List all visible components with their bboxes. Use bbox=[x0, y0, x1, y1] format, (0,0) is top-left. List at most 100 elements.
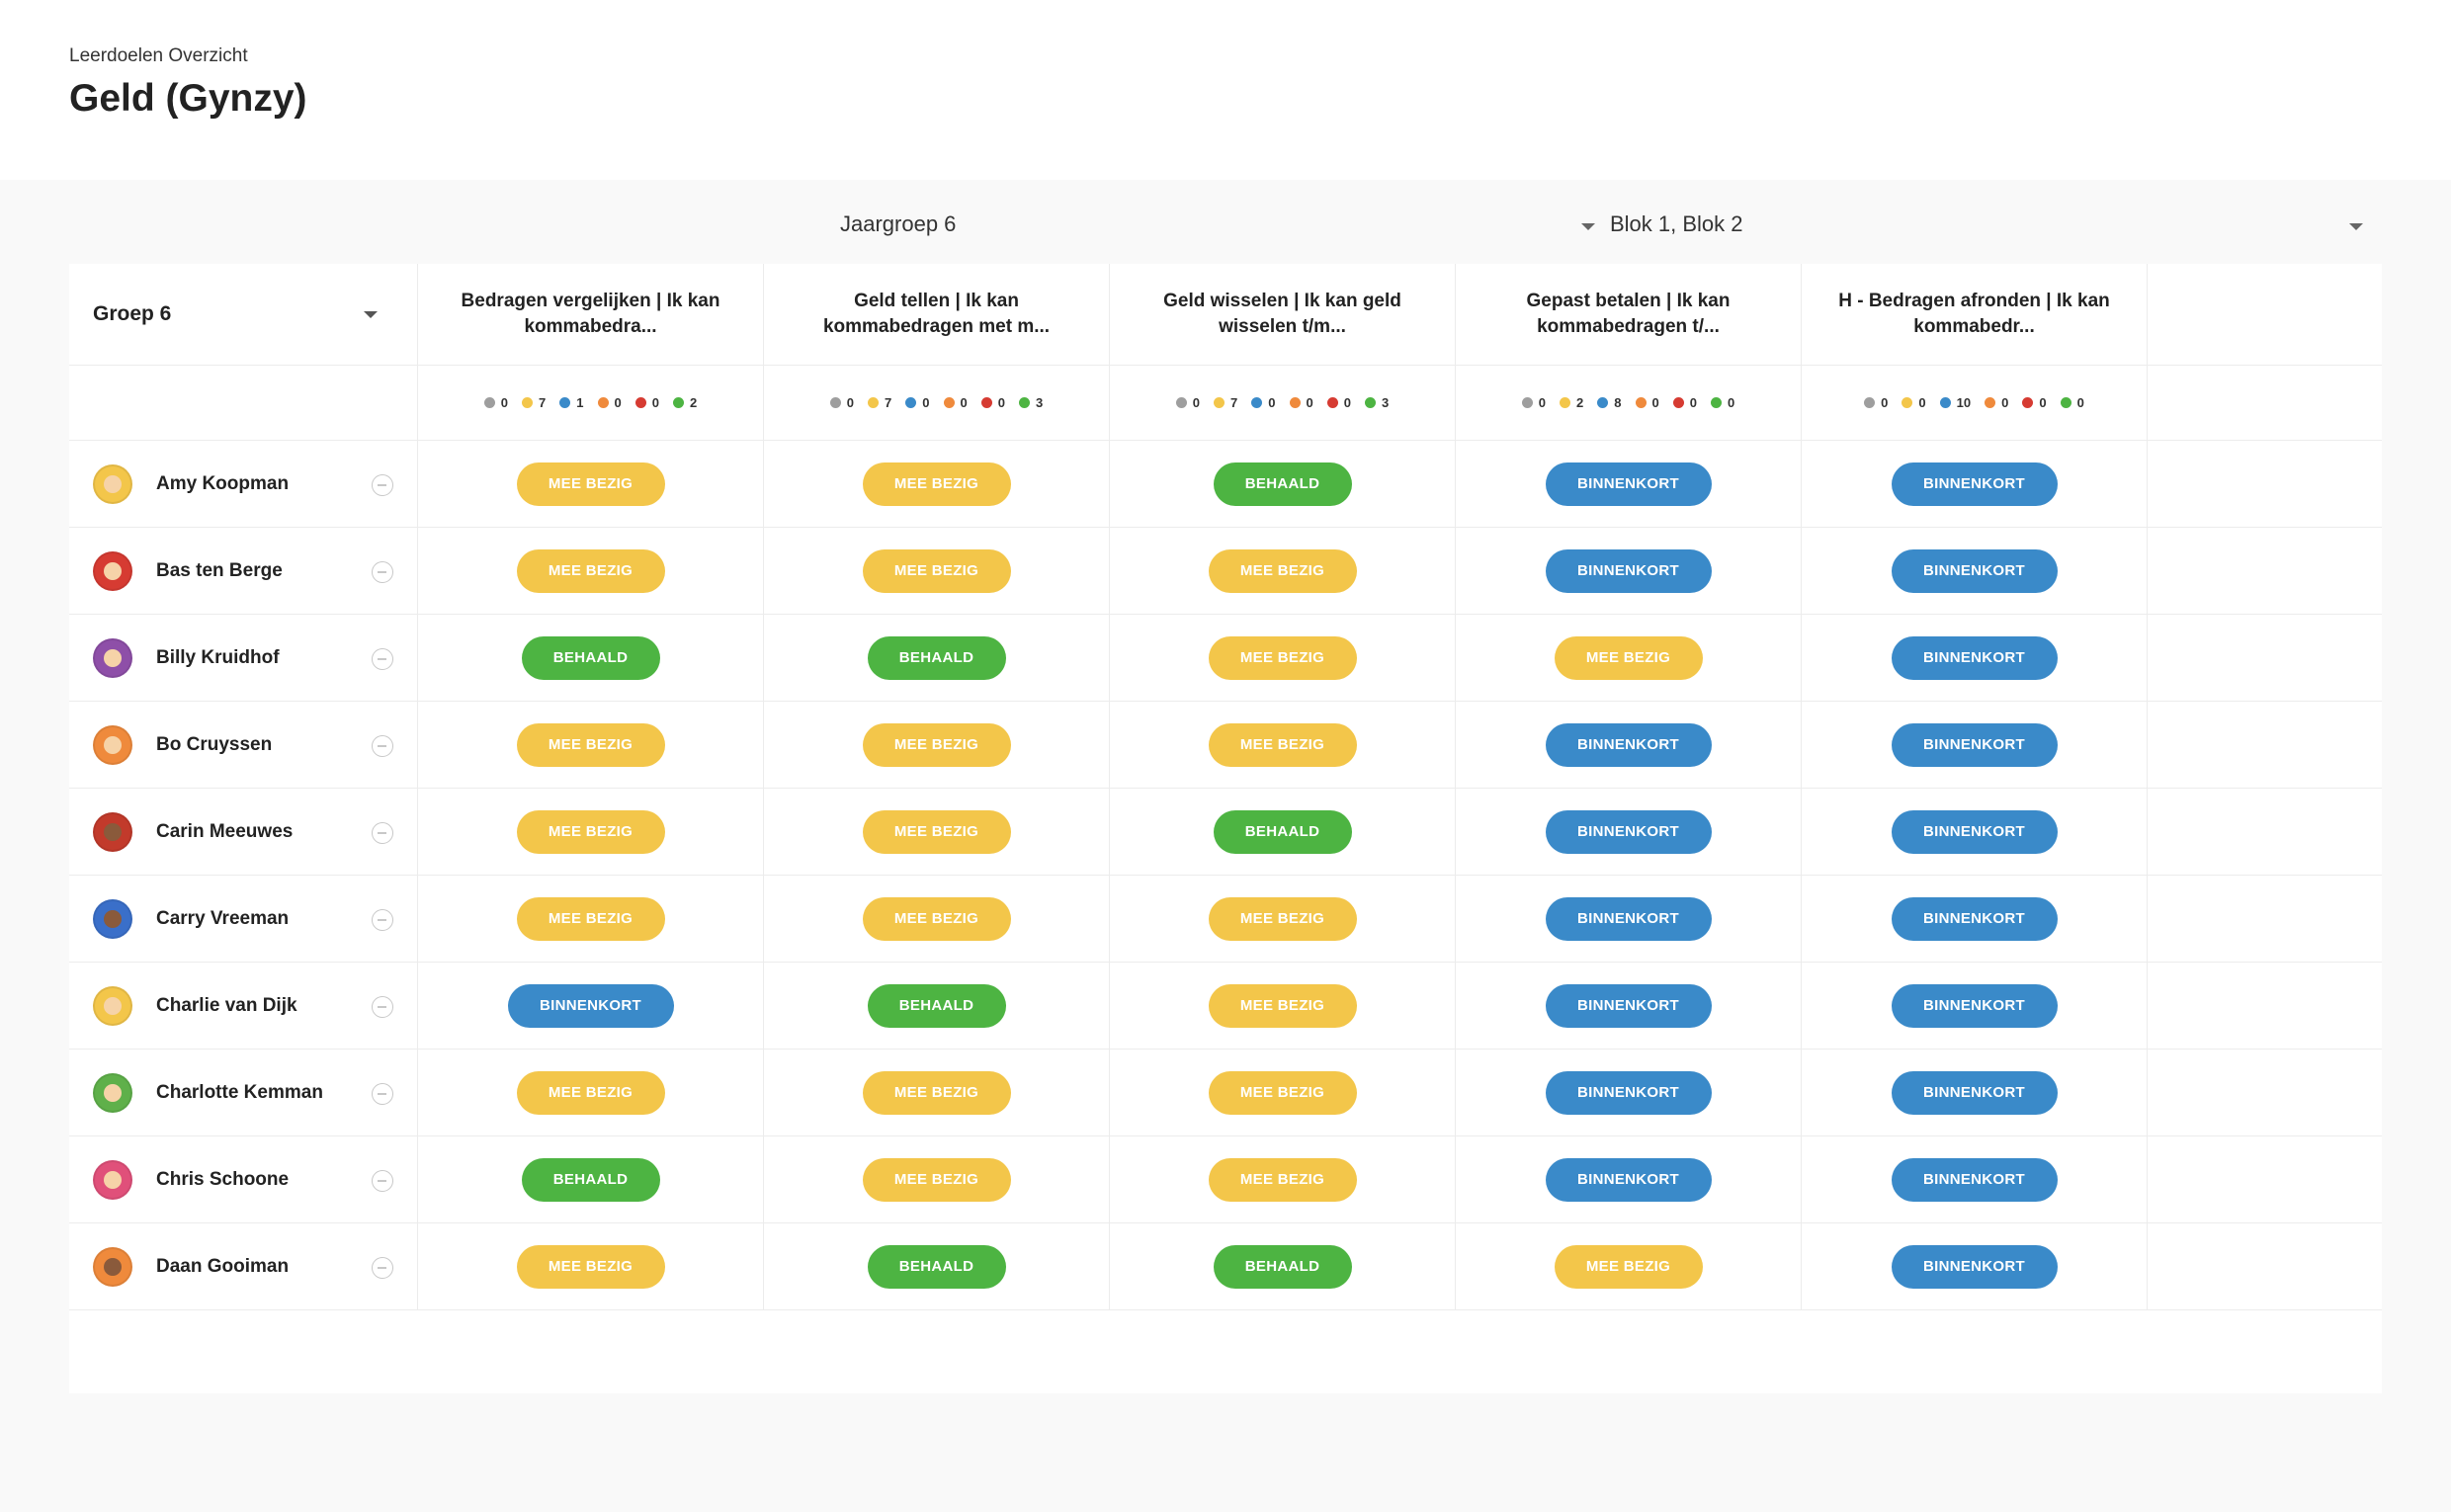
status-badge[interactable]: BEHAALD bbox=[1213, 809, 1352, 854]
status-badge[interactable]: BINNENKORT bbox=[1545, 462, 1712, 506]
page-header: Leerdoelen Overzicht Geld (Gynzy) bbox=[0, 0, 2451, 180]
column-header[interactable]: Gepast betalen | Ik kan kommabedragen t/… bbox=[1456, 264, 1802, 366]
status-badge[interactable]: BINNENKORT bbox=[1891, 722, 2058, 767]
student-name[interactable]: Bo Cruyssen bbox=[156, 733, 273, 755]
status-count: 0 bbox=[483, 395, 508, 410]
status-badge[interactable]: BINNENKORT bbox=[1545, 1070, 1712, 1115]
student-name[interactable]: Charlotte Kemman bbox=[156, 1081, 323, 1103]
group-dropdown[interactable]: Groep 6 bbox=[69, 264, 418, 366]
status-badge[interactable]: BEHAALD bbox=[867, 1244, 1006, 1289]
status-badge[interactable]: MEE BEZIG bbox=[862, 548, 1011, 593]
status-badge[interactable]: BINNENKORT bbox=[1545, 983, 1712, 1028]
status-badge[interactable]: MEE BEZIG bbox=[1208, 983, 1357, 1028]
remove-student-icon[interactable] bbox=[372, 909, 393, 931]
status-badge[interactable]: BEHAALD bbox=[521, 635, 660, 680]
status-badge[interactable]: BINNENKORT bbox=[1545, 896, 1712, 941]
status-badge[interactable]: BINNENKORT bbox=[1545, 722, 1712, 767]
remove-student-icon[interactable] bbox=[372, 474, 393, 496]
student-name[interactable]: Daan Gooiman bbox=[156, 1255, 290, 1277]
student-name[interactable]: Chris Schoone bbox=[156, 1168, 290, 1190]
status-count: 0 bbox=[2022, 395, 2047, 410]
status-badge[interactable]: BINNENKORT bbox=[1891, 462, 2058, 506]
status-badge[interactable]: MEE BEZIG bbox=[1554, 635, 1703, 680]
remove-student-icon[interactable] bbox=[372, 1083, 393, 1105]
status-badge[interactable]: BINNENKORT bbox=[1891, 896, 2058, 941]
status-badge[interactable]: MEE BEZIG bbox=[862, 809, 1011, 854]
status-cell: BINNENKORT bbox=[1456, 963, 1802, 1050]
status-badge[interactable]: MEE BEZIG bbox=[862, 462, 1011, 506]
filter-bar: Jaargroep 6 Blok 1, Blok 2 bbox=[0, 180, 2451, 263]
remove-student-icon[interactable] bbox=[372, 1170, 393, 1192]
status-badge[interactable]: MEE BEZIG bbox=[862, 896, 1011, 941]
status-badge[interactable]: MEE BEZIG bbox=[516, 809, 665, 854]
blok-dropdown[interactable]: Blok 1, Blok 2 bbox=[1610, 211, 1743, 237]
status-badge[interactable]: MEE BEZIG bbox=[1208, 722, 1357, 767]
student-name[interactable]: Billy Kruidhof bbox=[156, 646, 280, 668]
student-name[interactable]: Bas ten Berge bbox=[156, 559, 283, 581]
status-badge[interactable]: MEE BEZIG bbox=[516, 722, 665, 767]
status-badge[interactable]: MEE BEZIG bbox=[516, 1070, 665, 1115]
status-counts: 0 0 10 0 0 0 bbox=[1864, 395, 2084, 410]
status-badge[interactable]: BINNENKORT bbox=[1891, 1244, 2058, 1289]
status-badge[interactable]: MEE BEZIG bbox=[862, 722, 1011, 767]
status-badge[interactable]: BINNENKORT bbox=[507, 983, 674, 1028]
status-badge[interactable]: MEE BEZIG bbox=[1208, 548, 1357, 593]
status-badge[interactable]: MEE BEZIG bbox=[862, 1070, 1011, 1115]
status-badge[interactable]: BINNENKORT bbox=[1545, 809, 1712, 854]
status-badge[interactable]: MEE BEZIG bbox=[1208, 1157, 1357, 1202]
status-badge[interactable]: MEE BEZIG bbox=[516, 548, 665, 593]
status-badge[interactable]: BINNENKORT bbox=[1891, 809, 2058, 854]
remove-student-icon[interactable] bbox=[372, 1257, 393, 1279]
status-badge[interactable]: MEE BEZIG bbox=[516, 462, 665, 506]
column-header[interactable]: Geld wisselen | Ik kan geld wisselen t/m… bbox=[1110, 264, 1456, 366]
empty-row-cell bbox=[2148, 789, 2382, 876]
status-badge[interactable]: BINNENKORT bbox=[1891, 635, 2058, 680]
status-badge[interactable]: MEE BEZIG bbox=[1208, 896, 1357, 941]
status-badge[interactable]: BINNENKORT bbox=[1891, 1157, 2058, 1202]
status-count-value: 0 bbox=[997, 395, 1005, 410]
status-badge[interactable]: BEHAALD bbox=[867, 635, 1006, 680]
remove-student-icon[interactable] bbox=[372, 822, 393, 844]
student-row-header: Billy Kruidhof bbox=[69, 615, 418, 702]
remove-student-icon[interactable] bbox=[372, 648, 393, 670]
remove-student-icon[interactable] bbox=[372, 561, 393, 583]
avatar bbox=[93, 1072, 132, 1113]
status-badge[interactable]: BEHAALD bbox=[1213, 462, 1352, 506]
status-badge[interactable]: BINNENKORT bbox=[1891, 1070, 2058, 1115]
status-dot-icon bbox=[980, 397, 992, 408]
breadcrumb: Leerdoelen Overzicht bbox=[69, 45, 248, 66]
column-header[interactable]: Bedragen vergelijken | Ik kan kommabedra… bbox=[418, 264, 764, 366]
status-count-value: 2 bbox=[689, 395, 698, 410]
status-badge[interactable]: BEHAALD bbox=[1213, 1244, 1352, 1289]
status-badge[interactable]: MEE BEZIG bbox=[1554, 1244, 1703, 1289]
status-badge[interactable]: MEE BEZIG bbox=[516, 1244, 665, 1289]
column-title: Bedragen vergelijken | Ik kan kommabedra… bbox=[461, 291, 720, 337]
status-badge[interactable]: BINNENKORT bbox=[1891, 983, 2058, 1028]
status-badge[interactable]: BEHAALD bbox=[867, 983, 1006, 1028]
jaargroep-chevron-down-icon[interactable] bbox=[1581, 223, 1595, 230]
jaargroep-dropdown[interactable]: Jaargroep 6 bbox=[840, 211, 956, 237]
student-name[interactable]: Amy Koopman bbox=[156, 472, 290, 494]
status-badge[interactable]: BEHAALD bbox=[521, 1157, 660, 1202]
remove-student-icon[interactable] bbox=[372, 996, 393, 1018]
remove-student-icon[interactable] bbox=[372, 735, 393, 757]
student-name[interactable]: Charlie van Dijk bbox=[156, 994, 297, 1016]
blok-chevron-down-icon[interactable] bbox=[2349, 223, 2363, 230]
status-badge[interactable]: BINNENKORT bbox=[1891, 548, 2058, 593]
status-badge[interactable]: BINNENKORT bbox=[1545, 548, 1712, 593]
status-badge[interactable]: MEE BEZIG bbox=[516, 896, 665, 941]
column-header[interactable]: H - Bedragen afronden | Ik kan kommabedr… bbox=[1802, 264, 2148, 366]
column-header[interactable]: Geld tellen | Ik kan kommabedragen met m… bbox=[764, 264, 1110, 366]
avatar bbox=[93, 985, 132, 1026]
student-row-header: Chris Schoone bbox=[69, 1136, 418, 1223]
status-counts-cell: 0 0 10 0 0 0 bbox=[1802, 366, 2148, 441]
student-name[interactable]: Carry Vreeman bbox=[156, 907, 290, 929]
status-badge[interactable]: MEE BEZIG bbox=[1208, 635, 1357, 680]
student-name[interactable]: Carin Meeuwes bbox=[156, 820, 294, 842]
empty-row-cell bbox=[2148, 441, 2382, 528]
status-badge[interactable]: MEE BEZIG bbox=[1208, 1070, 1357, 1115]
avatar-face-icon bbox=[104, 909, 122, 928]
status-badge[interactable]: MEE BEZIG bbox=[862, 1157, 1011, 1202]
status-badge[interactable]: BINNENKORT bbox=[1545, 1157, 1712, 1202]
status-dot-icon bbox=[483, 397, 495, 408]
